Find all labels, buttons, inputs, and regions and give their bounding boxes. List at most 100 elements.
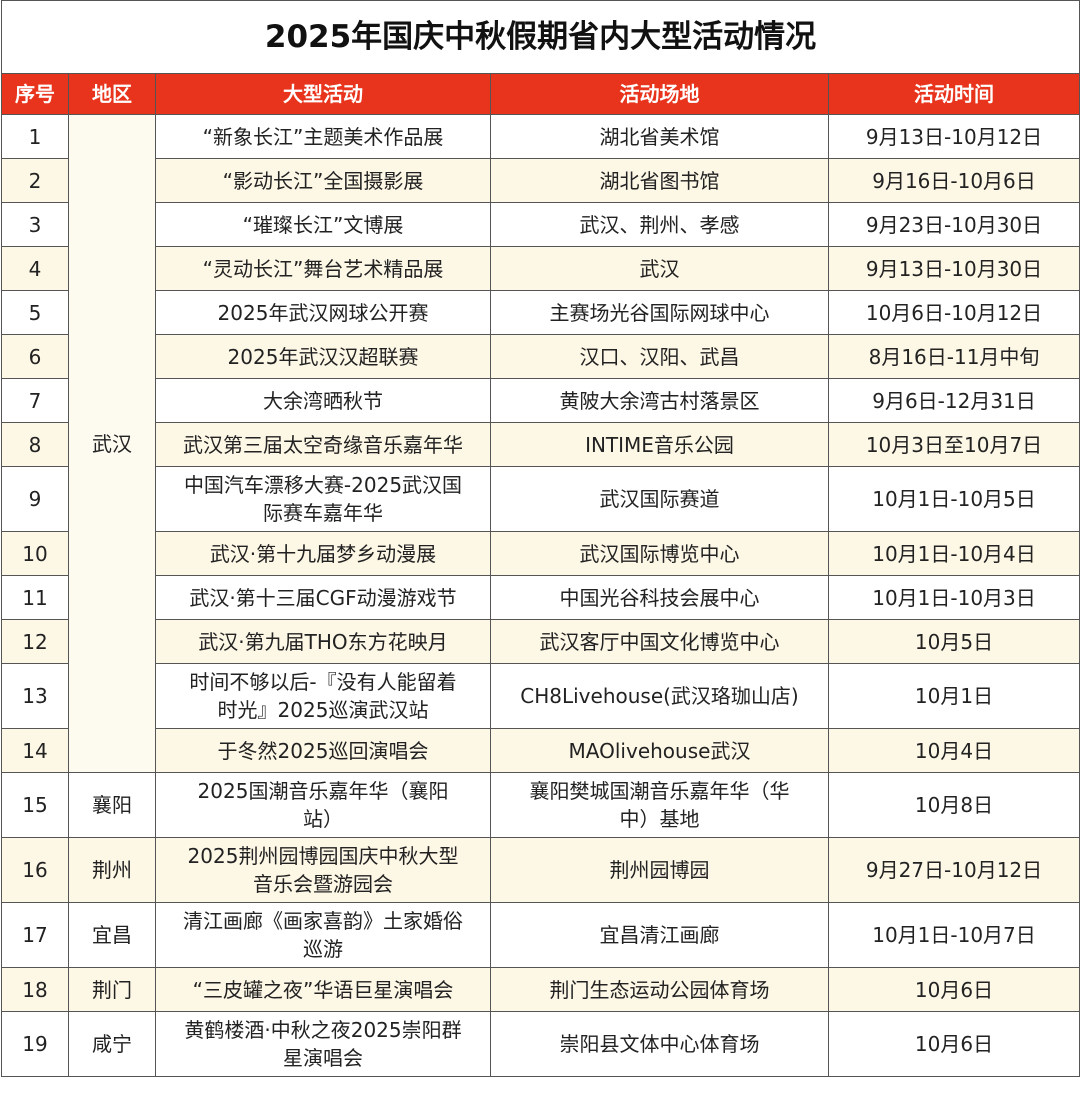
table-row: 4 “灵动长江”舞台艺术精品展 武汉 9月13日-10月30日 bbox=[1, 246, 1080, 291]
cell-time: 10月1日-10月4日 bbox=[827, 531, 1080, 576]
cell-venue: 中国光谷科技会展中心 bbox=[490, 575, 829, 620]
cell-event: 黄鹤楼酒·中秋之夜2025崇阳群 星演唱会 bbox=[155, 1011, 491, 1077]
cell-time: 10月6日-10月12日 bbox=[827, 290, 1080, 335]
table-row: 2 “影动长江”全国摄影展 湖北省图书馆 9月16日-10月6日 bbox=[1, 158, 1080, 203]
cell-no: 16 bbox=[1, 837, 69, 903]
cell-no: 9 bbox=[1, 466, 69, 532]
cell-venue: INTIME音乐公园 bbox=[490, 422, 829, 467]
cell-event: “三皮罐之夜”华语巨星演唱会 bbox=[155, 967, 491, 1012]
table-row: 10 武汉·第十九届梦乡动漫展 武汉国际博览中心 10月1日-10月4日 bbox=[1, 531, 1080, 576]
table-row: 11 武汉·第十三届CGF动漫游戏节 中国光谷科技会展中心 10月1日-10月3日 bbox=[1, 575, 1080, 620]
cell-no: 18 bbox=[1, 967, 69, 1012]
cell-event: “影动长江”全国摄影展 bbox=[155, 158, 491, 203]
table-row: 19 咸宁 黄鹤楼酒·中秋之夜2025崇阳群 星演唱会 崇阳县文体中心体育场 10月6日 bbox=[1, 1011, 1080, 1077]
cell-no: 1 bbox=[1, 114, 69, 159]
cell-event: 2025年武汉汉超联赛 bbox=[155, 334, 491, 379]
table-row: 14 于冬然2025巡回演唱会 MAOlivehouse武汉 10月4日 bbox=[1, 728, 1080, 773]
header-time: 活动时间 bbox=[827, 73, 1080, 115]
cell-event: 时间不够以后-『没有人能留着 时光』2025巡演武汉站 bbox=[155, 663, 491, 729]
header-no: 序号 bbox=[1, 73, 69, 115]
table-row: 8 武汉第三届太空奇缘音乐嘉年华 INTIME音乐公园 10月3日至10月7日 bbox=[1, 422, 1080, 467]
cell-event: “灵动长江”舞台艺术精品展 bbox=[155, 246, 491, 291]
cell-no: 10 bbox=[1, 531, 69, 576]
cell-venue: 武汉 bbox=[490, 246, 829, 291]
header-event: 大型活动 bbox=[155, 73, 491, 115]
cell-no: 12 bbox=[1, 619, 69, 664]
cell-venue: 襄阳樊城国潮音乐嘉年华（华 中）基地 bbox=[490, 772, 829, 838]
table-row: 12 武汉·第九届THO东方花映月 武汉客厅中国文化博览中心 10月5日 bbox=[1, 619, 1080, 664]
cell-venue: 武汉、荆州、孝感 bbox=[490, 202, 829, 247]
table-row: 9 中国汽车漂移大赛-2025武汉国 际赛车嘉年华 武汉国际赛道 10月1日-10月5… bbox=[1, 466, 1080, 532]
cell-no: 5 bbox=[1, 290, 69, 335]
cell-no: 13 bbox=[1, 663, 69, 729]
cell-event: 2025年武汉网球公开赛 bbox=[155, 290, 491, 335]
header-row: 序号 地区 大型活动 活动场地 活动时间 bbox=[1, 73, 1080, 115]
cell-venue: 汉口、汉阳、武昌 bbox=[490, 334, 829, 379]
cell-no: 14 bbox=[1, 728, 69, 773]
cell-time: 10月5日 bbox=[827, 619, 1080, 664]
cell-no: 2 bbox=[1, 158, 69, 203]
cell-time: 10月4日 bbox=[827, 728, 1080, 773]
cell-venue: 荆州园博园 bbox=[490, 837, 829, 903]
cell-event: 武汉·第九届THO东方花映月 bbox=[155, 619, 491, 664]
cell-event: “璀璨长江”文博展 bbox=[155, 202, 491, 247]
table-row: 15 襄阳 2025国潮音乐嘉年华（襄阳 站） 襄阳樊城国潮音乐嘉年华（华 中）基地 1… bbox=[1, 772, 1080, 838]
cell-time: 9月16日-10月6日 bbox=[827, 158, 1080, 203]
cell-event: 大余湾晒秋节 bbox=[155, 378, 491, 423]
cell-event: “新象长江”主题美术作品展 bbox=[155, 114, 491, 159]
table-title: 2025年国庆中秋假期省内大型活动情况 bbox=[0, 0, 1080, 74]
cell-venue: 湖北省美术馆 bbox=[490, 114, 829, 159]
cell-venue: 湖北省图书馆 bbox=[490, 158, 829, 203]
cell-event: 武汉第三届太空奇缘音乐嘉年华 bbox=[155, 422, 491, 467]
cell-no: 19 bbox=[1, 1011, 69, 1077]
cell-venue: 崇阳县文体中心体育场 bbox=[490, 1011, 829, 1077]
cell-event: 武汉·第十九届梦乡动漫展 bbox=[155, 531, 491, 576]
cell-venue: 宜昌清江画廊 bbox=[490, 902, 829, 968]
table-row: 16 荆州 2025荆州园博园国庆中秋大型 音乐会暨游园会 荆州园博园 9月27日-10… bbox=[1, 837, 1080, 903]
cell-time: 10月1日-10月3日 bbox=[827, 575, 1080, 620]
cell-region: 荆门 bbox=[68, 967, 156, 1012]
cell-time: 9月23日-10月30日 bbox=[827, 202, 1080, 247]
cell-time: 8月16日-11月中旬 bbox=[827, 334, 1080, 379]
cell-venue: 武汉国际博览中心 bbox=[490, 531, 829, 576]
cell-event: 清江画廊《画家喜韵》土家婚俗 巡游 bbox=[155, 902, 491, 968]
cell-time: 10月3日至10月7日 bbox=[827, 422, 1080, 467]
cell-event: 2025荆州园博园国庆中秋大型 音乐会暨游园会 bbox=[155, 837, 491, 903]
cell-no: 8 bbox=[1, 422, 69, 467]
cell-no: 7 bbox=[1, 378, 69, 423]
cell-region: 武汉 bbox=[68, 114, 156, 773]
activity-table: 2025年国庆中秋假期省内大型活动情况 序号 地区 大型活动 活动场地 活动时间… bbox=[0, 0, 1080, 1077]
cell-venue: 主赛场光谷国际网球中心 bbox=[490, 290, 829, 335]
cell-time: 9月27日-10月12日 bbox=[827, 837, 1080, 903]
cell-venue: CH8Livehouse(武汉珞珈山店) bbox=[490, 663, 829, 729]
cell-region: 咸宁 bbox=[68, 1011, 156, 1077]
cell-no: 3 bbox=[1, 202, 69, 247]
cell-time: 10月1日 bbox=[827, 663, 1080, 729]
table-row: 1 武汉 “新象长江”主题美术作品展 湖北省美术馆 9月13日-10月12日 bbox=[1, 114, 1080, 773]
cell-event: 武汉·第十三届CGF动漫游戏节 bbox=[155, 575, 491, 620]
cell-time: 9月13日-10月12日 bbox=[827, 114, 1080, 159]
table-row: 5 2025年武汉网球公开赛 主赛场光谷国际网球中心 10月6日-10月12日 bbox=[1, 290, 1080, 335]
cell-venue: 荆门生态运动公园体育场 bbox=[490, 967, 829, 1012]
cell-no: 6 bbox=[1, 334, 69, 379]
cell-no: 17 bbox=[1, 902, 69, 968]
cell-event: 2025国潮音乐嘉年华（襄阳 站） bbox=[155, 772, 491, 838]
table-row: 18 荆门 “三皮罐之夜”华语巨星演唱会 荆门生态运动公园体育场 10月6日 bbox=[1, 967, 1080, 1012]
table-row: 6 2025年武汉汉超联赛 汉口、汉阳、武昌 8月16日-11月中旬 bbox=[1, 334, 1080, 379]
cell-no: 4 bbox=[1, 246, 69, 291]
cell-time: 9月6日-12月31日 bbox=[827, 378, 1080, 423]
cell-time: 10月1日-10月7日 bbox=[827, 902, 1080, 968]
cell-venue: MAOlivehouse武汉 bbox=[490, 728, 829, 773]
cell-time: 10月6日 bbox=[827, 967, 1080, 1012]
table-row: 7 大余湾晒秋节 黄陂大余湾古村落景区 9月6日-12月31日 bbox=[1, 378, 1080, 423]
cell-event: 于冬然2025巡回演唱会 bbox=[155, 728, 491, 773]
cell-time: 10月6日 bbox=[827, 1011, 1080, 1077]
header-venue: 活动场地 bbox=[490, 73, 829, 115]
cell-region: 襄阳 bbox=[68, 772, 156, 838]
cell-venue: 黄陂大余湾古村落景区 bbox=[490, 378, 829, 423]
cell-region: 荆州 bbox=[68, 837, 156, 903]
header-region: 地区 bbox=[68, 73, 156, 115]
cell-no: 15 bbox=[1, 772, 69, 838]
cell-time: 10月1日-10月5日 bbox=[827, 466, 1080, 532]
cell-no: 11 bbox=[1, 575, 69, 620]
